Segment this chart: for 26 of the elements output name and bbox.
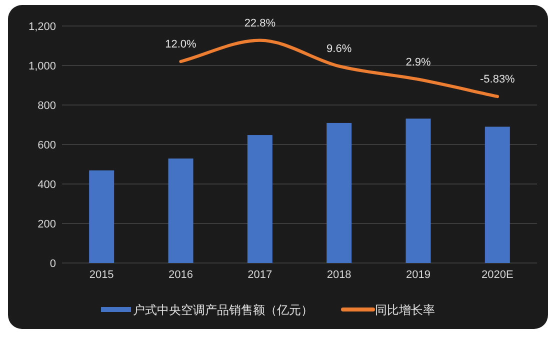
bar	[168, 158, 194, 263]
x-tick-label: 2019	[406, 269, 430, 281]
bar	[247, 135, 272, 263]
data-label: -5.83%	[480, 73, 516, 86]
y-tick-label: 0	[50, 258, 56, 270]
data-label: 2.9%	[406, 56, 431, 68]
x-tick-label: 2016	[168, 269, 193, 281]
data-label: 12.0%	[165, 38, 197, 51]
legend-label: 户式中央空调产品销售额（亿元）	[133, 303, 313, 317]
y-tick-label: 400	[38, 179, 56, 191]
x-tick-label: 2017	[248, 269, 272, 281]
bar	[89, 170, 114, 263]
bar	[484, 126, 510, 263]
x-tick-label: 2015	[89, 269, 114, 281]
legend-label: 同比增长率	[375, 303, 435, 317]
bar	[326, 122, 352, 263]
data-label: 9.6%	[326, 43, 352, 56]
x-tick-label: 2020E	[482, 269, 514, 281]
bar	[406, 118, 431, 263]
y-tick-label: 200	[38, 218, 56, 230]
y-tick-label: 800	[38, 100, 56, 112]
y-tick-label: 600	[38, 140, 56, 152]
data-label: 22.8%	[244, 17, 276, 30]
x-tick-label: 2018	[326, 269, 352, 281]
y-tick-label: 1,200	[28, 21, 56, 33]
y-tick-label: 1,000	[28, 60, 56, 72]
